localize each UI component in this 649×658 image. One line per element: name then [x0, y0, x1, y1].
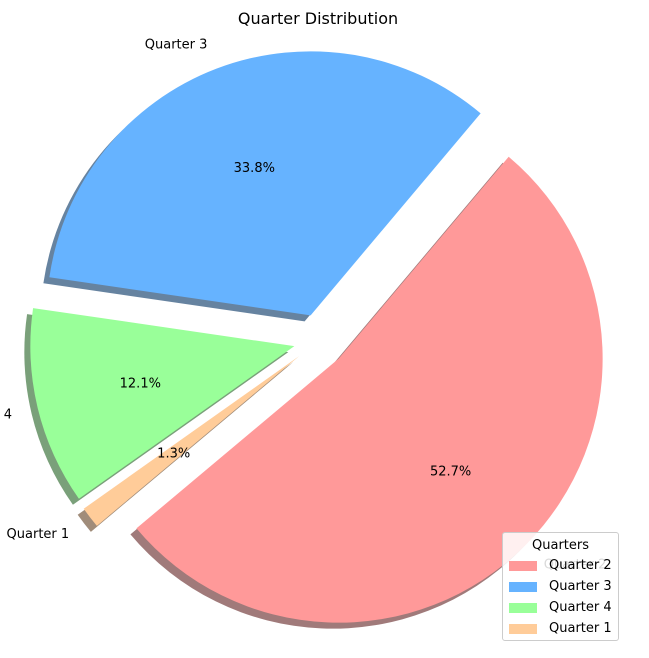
pie-slice-quarter-3 — [49, 51, 481, 316]
slice-percent-quarter-2: 52.7% — [430, 464, 471, 479]
slice-percent-quarter-3: 33.8% — [234, 161, 275, 176]
legend-entry-quarter-4: Quarter 4 — [503, 597, 618, 618]
slice-label-quarter-4: Quarter 4 — [0, 408, 12, 423]
legend-entry-quarter-2: Quarter 2 — [503, 555, 618, 576]
legend-swatch — [509, 581, 537, 592]
legend-label: Quarter 2 — [549, 558, 612, 573]
legend-label: Quarter 1 — [549, 621, 612, 636]
chart-title: Quarter Distribution — [238, 9, 398, 28]
pie-slice-quarter-4 — [30, 308, 295, 499]
legend-title: Quarters — [532, 538, 589, 553]
slice-label-quarter-1: Quarter 1 — [7, 527, 70, 542]
pie-slice-quarter-1 — [83, 356, 300, 526]
slice-percent-quarter-1: 1.3% — [157, 446, 190, 461]
slice-label-quarter-3: Quarter 3 — [145, 37, 208, 52]
pie-wedges — [30, 51, 603, 623]
legend-label: Quarter 3 — [549, 579, 612, 594]
legend-swatch — [509, 602, 537, 613]
chart-legend: Quarters Quarter 2 Quarter 3 Quarter 4 Q… — [502, 532, 619, 641]
legend-entry-quarter-3: Quarter 3 — [503, 576, 618, 597]
legend-entry-quarter-1: Quarter 1 — [503, 618, 618, 639]
legend-swatch — [509, 560, 537, 571]
legend-swatch — [509, 623, 537, 634]
pie-slice-quarter-2 — [136, 156, 603, 623]
slice-percent-quarter-4: 12.1% — [120, 377, 161, 392]
legend-label: Quarter 4 — [549, 600, 612, 615]
